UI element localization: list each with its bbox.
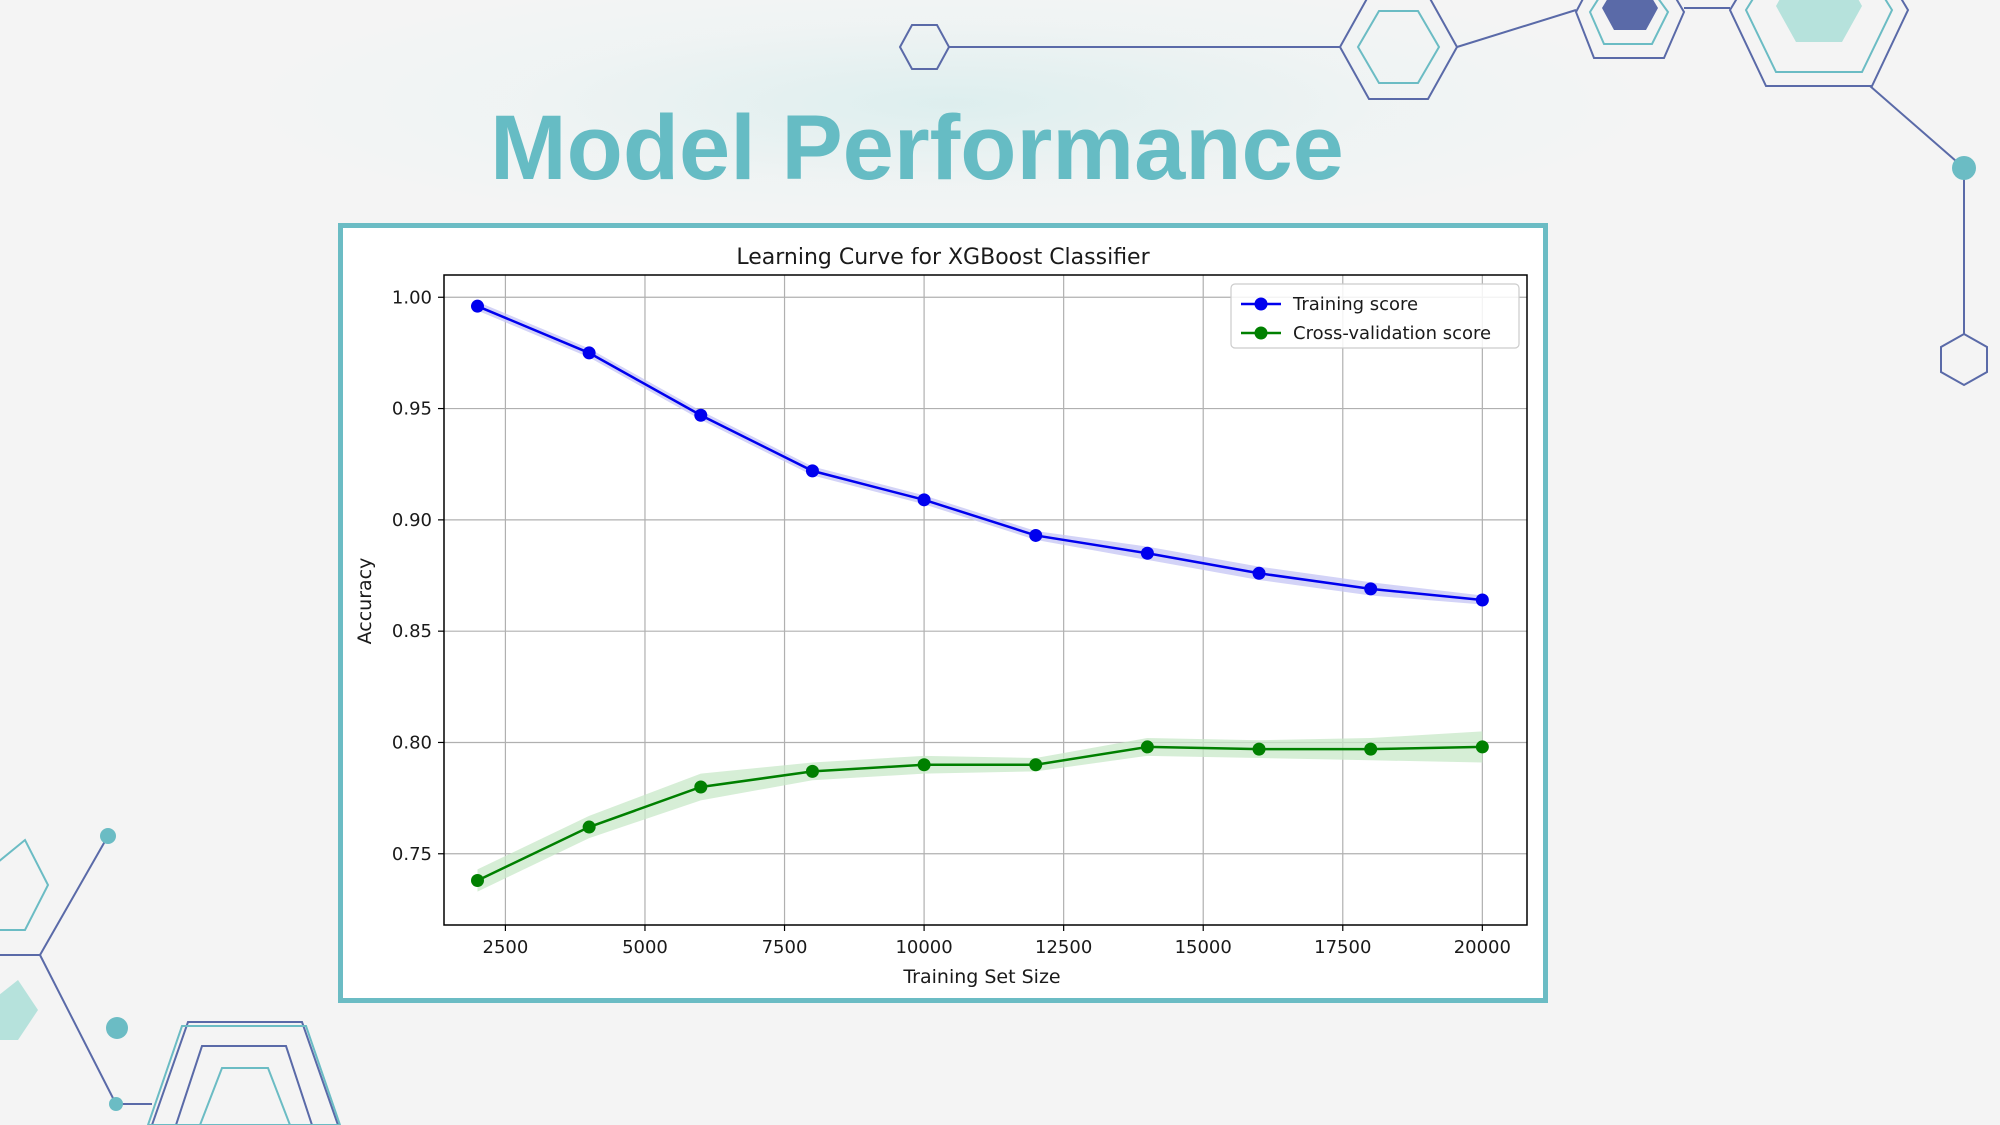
point-series-1	[470, 873, 484, 887]
hexagon-icon	[1574, 0, 1686, 59]
filled-hexagon-icon	[1602, 0, 1658, 30]
filled-hexagon-icon	[1776, 0, 1862, 42]
x-tick-label: 7500	[762, 937, 808, 958]
x-tick-label: 12500	[1035, 937, 1092, 958]
point-series-0	[582, 346, 596, 360]
series-lines	[476, 305, 1483, 882]
y-tick-label: 1.00	[392, 287, 432, 308]
legend-box	[1230, 283, 1520, 349]
page-title: Model Performance	[490, 97, 1344, 199]
y-tick-label: 0.95	[392, 399, 432, 420]
point-series-1	[582, 820, 596, 834]
y-tick-label: 0.85	[392, 621, 432, 642]
x-tick-label: 5000	[622, 937, 668, 958]
point-series-0	[805, 464, 819, 478]
legend-marker	[1254, 297, 1268, 311]
dot-icon	[106, 1017, 128, 1039]
legend: Training score Cross-validation score	[1230, 283, 1520, 349]
point-series-1	[917, 758, 931, 772]
point-series-1	[1252, 742, 1266, 756]
x-tick-label: 2500	[483, 937, 529, 958]
legend-label: Cross-validation score	[1293, 323, 1491, 344]
point-series-1	[1140, 740, 1154, 754]
chart-frame: 2500 5000 7500 10000 12500 15000 17500 20000 0.…	[338, 223, 1548, 1003]
point-series-0	[1140, 546, 1154, 560]
point-series-1	[1029, 758, 1043, 772]
point-series-1	[805, 764, 819, 778]
point-series-0	[1029, 528, 1043, 542]
x-axis-label: Training Set Size	[902, 966, 1060, 988]
point-series-0	[1475, 593, 1489, 607]
hexagon-icon	[1728, 0, 1910, 87]
x-tick-label: 20000	[1454, 937, 1511, 958]
line-series-1	[476, 745, 1483, 882]
legend-marker	[1254, 326, 1268, 340]
hexagon-icon	[1338, 0, 1459, 100]
x-tick-label: 15000	[1175, 937, 1232, 958]
small-hexagon-icon	[898, 24, 951, 70]
plot-area-border	[443, 274, 1528, 926]
point-series-1	[1475, 740, 1489, 754]
small-hexagon-icon	[1940, 332, 1988, 387]
filled-hexagon-icon	[0, 980, 38, 1040]
x-tick-label: 17500	[1314, 937, 1371, 958]
point-series-0	[694, 408, 708, 422]
y-axis-label: Accuracy	[354, 558, 376, 645]
band-series-1	[477, 731, 1483, 892]
x-tick-label: 10000	[895, 937, 952, 958]
chart-title: Learning Curve for XGBoost Classifier	[736, 245, 1150, 270]
learning-curve-chart: 2500 5000 7500 10000 12500 15000 17500 20000 0.…	[354, 245, 1528, 988]
point-series-1	[694, 780, 708, 794]
title-glow	[270, 0, 1630, 230]
confidence-bands	[477, 301, 1483, 892]
dot-icon	[1952, 156, 1976, 180]
x-axis-ticks: 2500 5000 7500 10000 12500 15000 17500 20000	[483, 925, 1511, 958]
point-series-0	[470, 299, 484, 313]
grid	[444, 275, 1527, 925]
y-tick-label: 0.80	[392, 732, 432, 753]
y-tick-label: 0.75	[392, 844, 432, 865]
point-series-1	[1364, 742, 1378, 756]
y-tick-label: 0.90	[392, 510, 432, 531]
y-axis-ticks: 0.75 0.80 0.85 0.90 0.95 1.00	[392, 287, 444, 865]
point-series-0	[917, 493, 931, 507]
line-series-0	[477, 305, 1483, 602]
legend-label: Training score	[1292, 294, 1418, 315]
point-series-0	[1364, 582, 1378, 596]
data-points	[470, 299, 1489, 887]
dot-icon	[109, 1097, 123, 1111]
dot-icon	[100, 828, 116, 844]
point-series-0	[1252, 566, 1266, 580]
